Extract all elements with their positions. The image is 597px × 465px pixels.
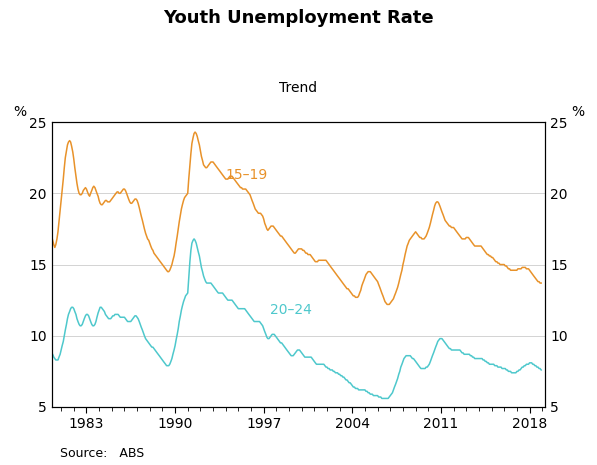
Text: 20–24: 20–24 xyxy=(270,303,312,318)
Text: %: % xyxy=(571,105,584,119)
Text: 15–19: 15–19 xyxy=(226,168,268,182)
Text: %: % xyxy=(13,105,26,119)
Title: Trend: Trend xyxy=(279,80,318,94)
Text: Source:   ABS: Source: ABS xyxy=(60,447,144,460)
Text: Youth Unemployment Rate: Youth Unemployment Rate xyxy=(163,9,434,27)
